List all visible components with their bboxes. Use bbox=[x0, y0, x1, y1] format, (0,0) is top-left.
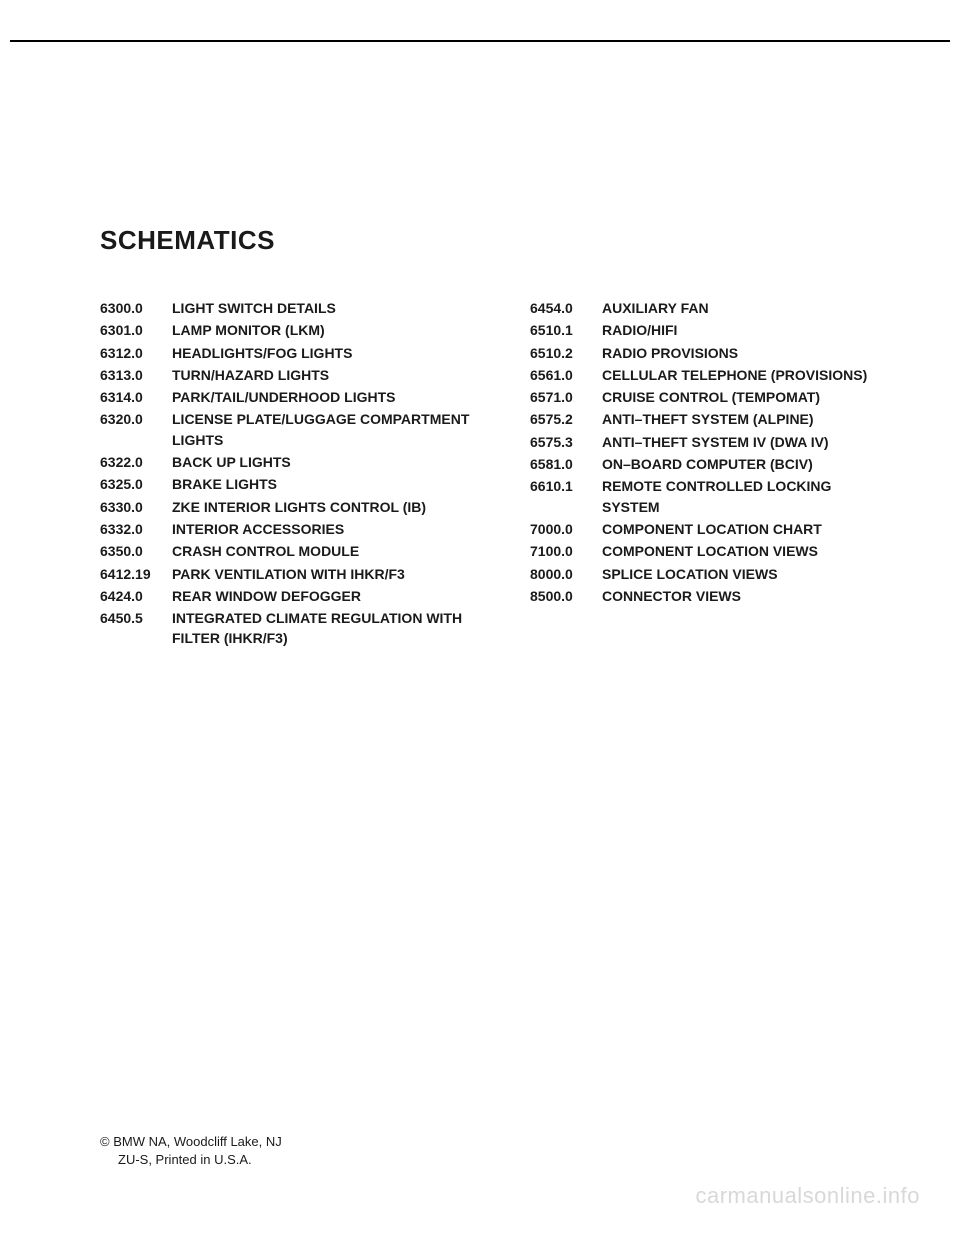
schematic-entry: 6575.3ANTI–THEFT SYSTEM IV (DWA IV) bbox=[530, 432, 890, 452]
schematic-label: LAMP MONITOR (LKM) bbox=[172, 320, 470, 340]
schematic-label: ANTI–THEFT SYSTEM (ALPINE) bbox=[602, 409, 890, 429]
footer-line-2: ZU-S, Printed in U.S.A. bbox=[100, 1151, 282, 1169]
schematic-label: SPLICE LOCATION VIEWS bbox=[602, 564, 890, 584]
schematic-code: 6312.0 bbox=[100, 343, 172, 363]
schematic-code: 6325.0 bbox=[100, 474, 172, 494]
schematic-code: 6330.0 bbox=[100, 497, 172, 517]
schematic-code: 6320.0 bbox=[100, 409, 172, 450]
schematic-label: CRUISE CONTROL (TEMPOMAT) bbox=[602, 387, 890, 407]
schematic-label: INTERIOR ACCESSORIES bbox=[172, 519, 470, 539]
page-title: SCHEMATICS bbox=[100, 225, 900, 256]
schematic-code: 6314.0 bbox=[100, 387, 172, 407]
schematic-label: BACK UP LIGHTS bbox=[172, 452, 470, 472]
schematic-entry: 6450.5INTEGRATED CLIMATE REGULATION WITH… bbox=[100, 608, 470, 649]
schematic-code: 6510.1 bbox=[530, 320, 602, 340]
schematic-label: INTEGRATED CLIMATE REGULATION WITH FILTE… bbox=[172, 608, 470, 649]
schematic-label: ANTI–THEFT SYSTEM IV (DWA IV) bbox=[602, 432, 890, 452]
schematic-label: CONNECTOR VIEWS bbox=[602, 586, 890, 606]
schematic-entry: 6412.19PARK VENTILATION WITH IHKR/F3 bbox=[100, 564, 470, 584]
schematic-code: 6301.0 bbox=[100, 320, 172, 340]
page-content: SCHEMATICS 6300.0LIGHT SWITCH DETAILS630… bbox=[100, 225, 900, 651]
schematic-label: CRASH CONTROL MODULE bbox=[172, 541, 470, 561]
schematic-code: 6561.0 bbox=[530, 365, 602, 385]
footer-line-1: © BMW NA, Woodcliff Lake, NJ bbox=[100, 1133, 282, 1151]
schematic-entry: 6312.0HEADLIGHTS/FOG LIGHTS bbox=[100, 343, 470, 363]
schematic-entry: 6300.0LIGHT SWITCH DETAILS bbox=[100, 298, 470, 318]
schematic-label: COMPONENT LOCATION CHART bbox=[602, 519, 890, 539]
schematic-label: PARK VENTILATION WITH IHKR/F3 bbox=[172, 564, 470, 584]
schematic-label: TURN/HAZARD LIGHTS bbox=[172, 365, 470, 385]
schematic-label: RADIO PROVISIONS bbox=[602, 343, 890, 363]
schematic-entry: 6561.0CELLULAR TELEPHONE (PROVISIONS) bbox=[530, 365, 890, 385]
schematic-code: 6575.2 bbox=[530, 409, 602, 429]
schematic-entry: 8000.0SPLICE LOCATION VIEWS bbox=[530, 564, 890, 584]
schematic-label: COMPONENT LOCATION VIEWS bbox=[602, 541, 890, 561]
schematic-code: 6571.0 bbox=[530, 387, 602, 407]
right-column: 6454.0AUXILIARY FAN6510.1RADIO/HIFI6510.… bbox=[530, 298, 890, 651]
schematic-entry: 8500.0CONNECTOR VIEWS bbox=[530, 586, 890, 606]
schematic-entry: 6330.0ZKE INTERIOR LIGHTS CONTROL (IB) bbox=[100, 497, 470, 517]
schematic-label: RADIO/HIFI bbox=[602, 320, 890, 340]
schematic-entry: 6314.0PARK/TAIL/UNDERHOOD LIGHTS bbox=[100, 387, 470, 407]
page-footer: © BMW NA, Woodcliff Lake, NJ ZU-S, Print… bbox=[100, 1133, 282, 1169]
schematic-entry: 6350.0CRASH CONTROL MODULE bbox=[100, 541, 470, 561]
schematic-code: 7100.0 bbox=[530, 541, 602, 561]
schematic-entry: 7000.0COMPONENT LOCATION CHART bbox=[530, 519, 890, 539]
schematic-label: LIGHT SWITCH DETAILS bbox=[172, 298, 470, 318]
schematic-label: HEADLIGHTS/FOG LIGHTS bbox=[172, 343, 470, 363]
schematic-entry: 6320.0LICENSE PLATE/LUGGAGE COMPARTMENT … bbox=[100, 409, 470, 450]
schematic-entry: 6571.0CRUISE CONTROL (TEMPOMAT) bbox=[530, 387, 890, 407]
schematic-entry: 6424.0REAR WINDOW DEFOGGER bbox=[100, 586, 470, 606]
left-column: 6300.0LIGHT SWITCH DETAILS6301.0LAMP MON… bbox=[100, 298, 470, 651]
schematic-code: 6412.19 bbox=[100, 564, 172, 584]
schematic-entry: 6454.0AUXILIARY FAN bbox=[530, 298, 890, 318]
schematic-label: ZKE INTERIOR LIGHTS CONTROL (IB) bbox=[172, 497, 470, 517]
schematic-label: REMOTE CONTROLLED LOCKING SYSTEM bbox=[602, 476, 890, 517]
schematic-code: 6510.2 bbox=[530, 343, 602, 363]
schematic-code: 6424.0 bbox=[100, 586, 172, 606]
schematic-label: PARK/TAIL/UNDERHOOD LIGHTS bbox=[172, 387, 470, 407]
schematic-code: 7000.0 bbox=[530, 519, 602, 539]
schematic-entry: 6581.0ON–BOARD COMPUTER (BCIV) bbox=[530, 454, 890, 474]
schematic-code: 6300.0 bbox=[100, 298, 172, 318]
schematic-code: 6581.0 bbox=[530, 454, 602, 474]
schematic-entry: 6332.0INTERIOR ACCESSORIES bbox=[100, 519, 470, 539]
watermark-text: carmanualsonline.info bbox=[695, 1183, 920, 1209]
schematic-code: 8500.0 bbox=[530, 586, 602, 606]
schematic-entry: 6301.0LAMP MONITOR (LKM) bbox=[100, 320, 470, 340]
schematic-entry: 6610.1REMOTE CONTROLLED LOCKING SYSTEM bbox=[530, 476, 890, 517]
schematic-label: AUXILIARY FAN bbox=[602, 298, 890, 318]
schematic-entry: 6322.0BACK UP LIGHTS bbox=[100, 452, 470, 472]
schematic-label: CELLULAR TELEPHONE (PROVISIONS) bbox=[602, 365, 890, 385]
schematic-code: 6575.3 bbox=[530, 432, 602, 452]
schematic-entry: 7100.0COMPONENT LOCATION VIEWS bbox=[530, 541, 890, 561]
schematic-code: 6313.0 bbox=[100, 365, 172, 385]
schematic-label: BRAKE LIGHTS bbox=[172, 474, 470, 494]
schematic-entry: 6575.2ANTI–THEFT SYSTEM (ALPINE) bbox=[530, 409, 890, 429]
schematic-label: ON–BOARD COMPUTER (BCIV) bbox=[602, 454, 890, 474]
schematic-code: 6454.0 bbox=[530, 298, 602, 318]
schematic-entry: 6313.0TURN/HAZARD LIGHTS bbox=[100, 365, 470, 385]
schematic-label: REAR WINDOW DEFOGGER bbox=[172, 586, 470, 606]
schematic-entry: 6510.1RADIO/HIFI bbox=[530, 320, 890, 340]
schematic-code: 6610.1 bbox=[530, 476, 602, 517]
schematic-code: 6450.5 bbox=[100, 608, 172, 649]
schematics-columns: 6300.0LIGHT SWITCH DETAILS6301.0LAMP MON… bbox=[100, 298, 900, 651]
schematic-label: LICENSE PLATE/LUGGAGE COMPARTMENT LIGHTS bbox=[172, 409, 470, 450]
schematic-code: 6322.0 bbox=[100, 452, 172, 472]
schematic-entry: 6325.0BRAKE LIGHTS bbox=[100, 474, 470, 494]
page-top-border bbox=[10, 40, 950, 42]
schematic-code: 8000.0 bbox=[530, 564, 602, 584]
schematic-code: 6332.0 bbox=[100, 519, 172, 539]
schematic-entry: 6510.2RADIO PROVISIONS bbox=[530, 343, 890, 363]
schematic-code: 6350.0 bbox=[100, 541, 172, 561]
